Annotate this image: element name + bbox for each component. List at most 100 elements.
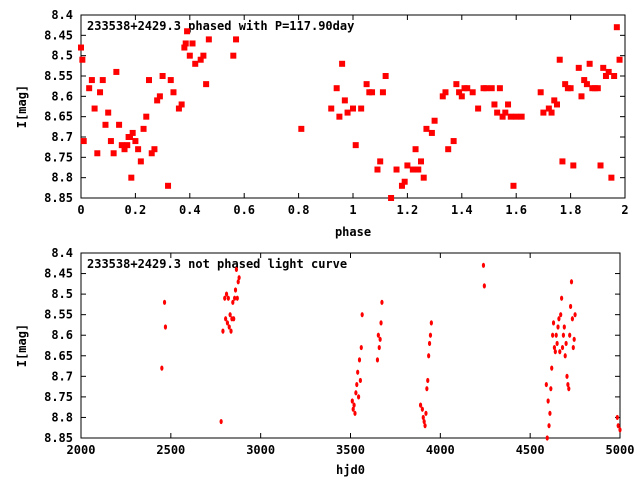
unphased-data-point <box>356 394 361 400</box>
unphased-data-point <box>233 295 237 301</box>
phased-data-point <box>350 105 356 112</box>
unphased-data-point <box>571 344 575 351</box>
phased-data-point <box>80 138 87 145</box>
unphased-data-point <box>551 332 555 338</box>
phased-data-point <box>551 97 558 104</box>
unphased-data-point <box>544 381 548 388</box>
phased-data-point <box>358 105 365 112</box>
unphased-data-point <box>616 423 620 429</box>
phased-data-point <box>175 105 182 112</box>
unphased-data-point <box>560 344 565 351</box>
unphased-data-point <box>552 344 557 351</box>
phased-data-point <box>137 158 144 165</box>
phased-data-point <box>113 68 120 75</box>
unphased-data-point <box>554 332 558 338</box>
phased-data-point <box>597 162 604 169</box>
unphased-data-point <box>228 312 232 318</box>
unphased-data-point <box>547 423 551 429</box>
phased-data-point <box>537 89 544 96</box>
phased-data-point <box>453 81 460 88</box>
unphased-data-point <box>557 316 561 322</box>
phased-data-point <box>230 52 237 59</box>
unphased-data-point <box>560 295 564 301</box>
phased-data-point <box>148 150 155 157</box>
phased-y-tick-label: 8.75 <box>44 150 73 164</box>
unphased-data-point <box>425 386 429 392</box>
unphased-data-point <box>379 320 383 326</box>
phased-data-point <box>105 109 112 116</box>
phased-data-point <box>575 64 582 71</box>
phased-data-point <box>567 85 574 92</box>
unphased-y-tick-label: 8.4 <box>51 246 73 260</box>
phased-data-point <box>159 73 166 79</box>
phased-x-axis-label: phase <box>335 225 371 239</box>
unphased-data-point <box>231 299 235 305</box>
unphased-plot-panel: 2000 2500 3000 3500 4000 4500 5000 8.4 8.45 8.5 8.… <box>15 246 634 477</box>
phased-data-point <box>344 109 351 116</box>
phased-data-point <box>608 174 615 181</box>
phased-data-point <box>233 36 240 43</box>
phased-y-tick-label: 8.85 <box>44 191 73 205</box>
phased-data-point <box>107 138 114 145</box>
unphased-y-tick-label: 8.45 <box>44 267 73 281</box>
unphased-data-point <box>226 295 230 301</box>
unphased-data-point <box>354 390 358 396</box>
phased-data-point <box>518 113 525 120</box>
unphased-data-point <box>223 295 227 301</box>
unphased-data-point <box>618 427 622 433</box>
unphased-data-point <box>563 353 567 359</box>
phased-data-point <box>458 93 465 100</box>
unphased-data-point <box>568 303 573 310</box>
phased-x-tick-label: 1 <box>349 203 356 217</box>
phased-data-point <box>483 85 490 92</box>
unphased-data-point <box>545 435 549 441</box>
unphased-data-point <box>233 287 238 293</box>
phased-data-point <box>154 97 161 104</box>
phased-data-point <box>464 85 471 92</box>
phased-data-point <box>423 125 430 132</box>
unphased-x-tick-label: 3000 <box>246 443 275 457</box>
unphased-data-point <box>423 423 427 429</box>
unphased-data-point <box>235 295 239 301</box>
unphased-data-point <box>355 381 359 388</box>
unphased-data-point <box>566 381 570 388</box>
unphased-data-point <box>234 266 239 273</box>
phased-x-tick-label: 1.8 <box>560 203 582 217</box>
unphased-data-point <box>428 332 433 338</box>
unphased-data-point <box>559 312 563 318</box>
phased-data-point <box>369 89 376 96</box>
phased-y-tick-label: 8.8 <box>51 171 73 185</box>
unphased-data-point <box>573 312 577 318</box>
unphased-plot-frame <box>80 252 621 439</box>
phased-data-point <box>594 85 601 92</box>
unphased-y-tick-label: 8.7 <box>51 369 73 383</box>
unphased-data-point <box>570 316 574 322</box>
phased-data-point <box>420 174 427 181</box>
unphased-data-point <box>421 414 425 421</box>
phased-y-tick-label: 8.55 <box>44 69 73 83</box>
unphased-y-tick-label: 8.55 <box>44 308 73 322</box>
phased-data-point <box>404 162 411 169</box>
unphased-data-point <box>160 365 164 371</box>
phased-data-point <box>298 125 305 132</box>
phased-data-point <box>192 60 199 67</box>
phased-data-point <box>110 150 117 157</box>
phased-data-point <box>393 166 400 173</box>
unphased-data-point <box>561 332 566 338</box>
phased-data-point <box>363 81 370 88</box>
unphased-data-point <box>549 386 553 392</box>
phased-data-point <box>143 113 150 120</box>
phased-data-point <box>102 121 109 128</box>
unphased-data-point <box>555 340 559 347</box>
phased-plot-panel: 0 0.2 0.4 0.6 0.8 1 1.2 1.4 1.6 1.8 2 8.4 8.45 8.5 8.5… <box>15 8 629 239</box>
phased-data-point <box>439 93 446 100</box>
phased-data-point <box>496 85 503 92</box>
phased-data-point <box>456 89 463 96</box>
unphased-data-point <box>550 365 554 371</box>
phased-data-point <box>336 113 343 120</box>
phased-plot-title: 233538+2429.3 phased with P=117.90day <box>87 19 354 33</box>
phased-data-point <box>548 109 555 116</box>
unphased-x-tick-label: 2000 <box>67 443 96 457</box>
unphased-data-point <box>221 328 225 334</box>
